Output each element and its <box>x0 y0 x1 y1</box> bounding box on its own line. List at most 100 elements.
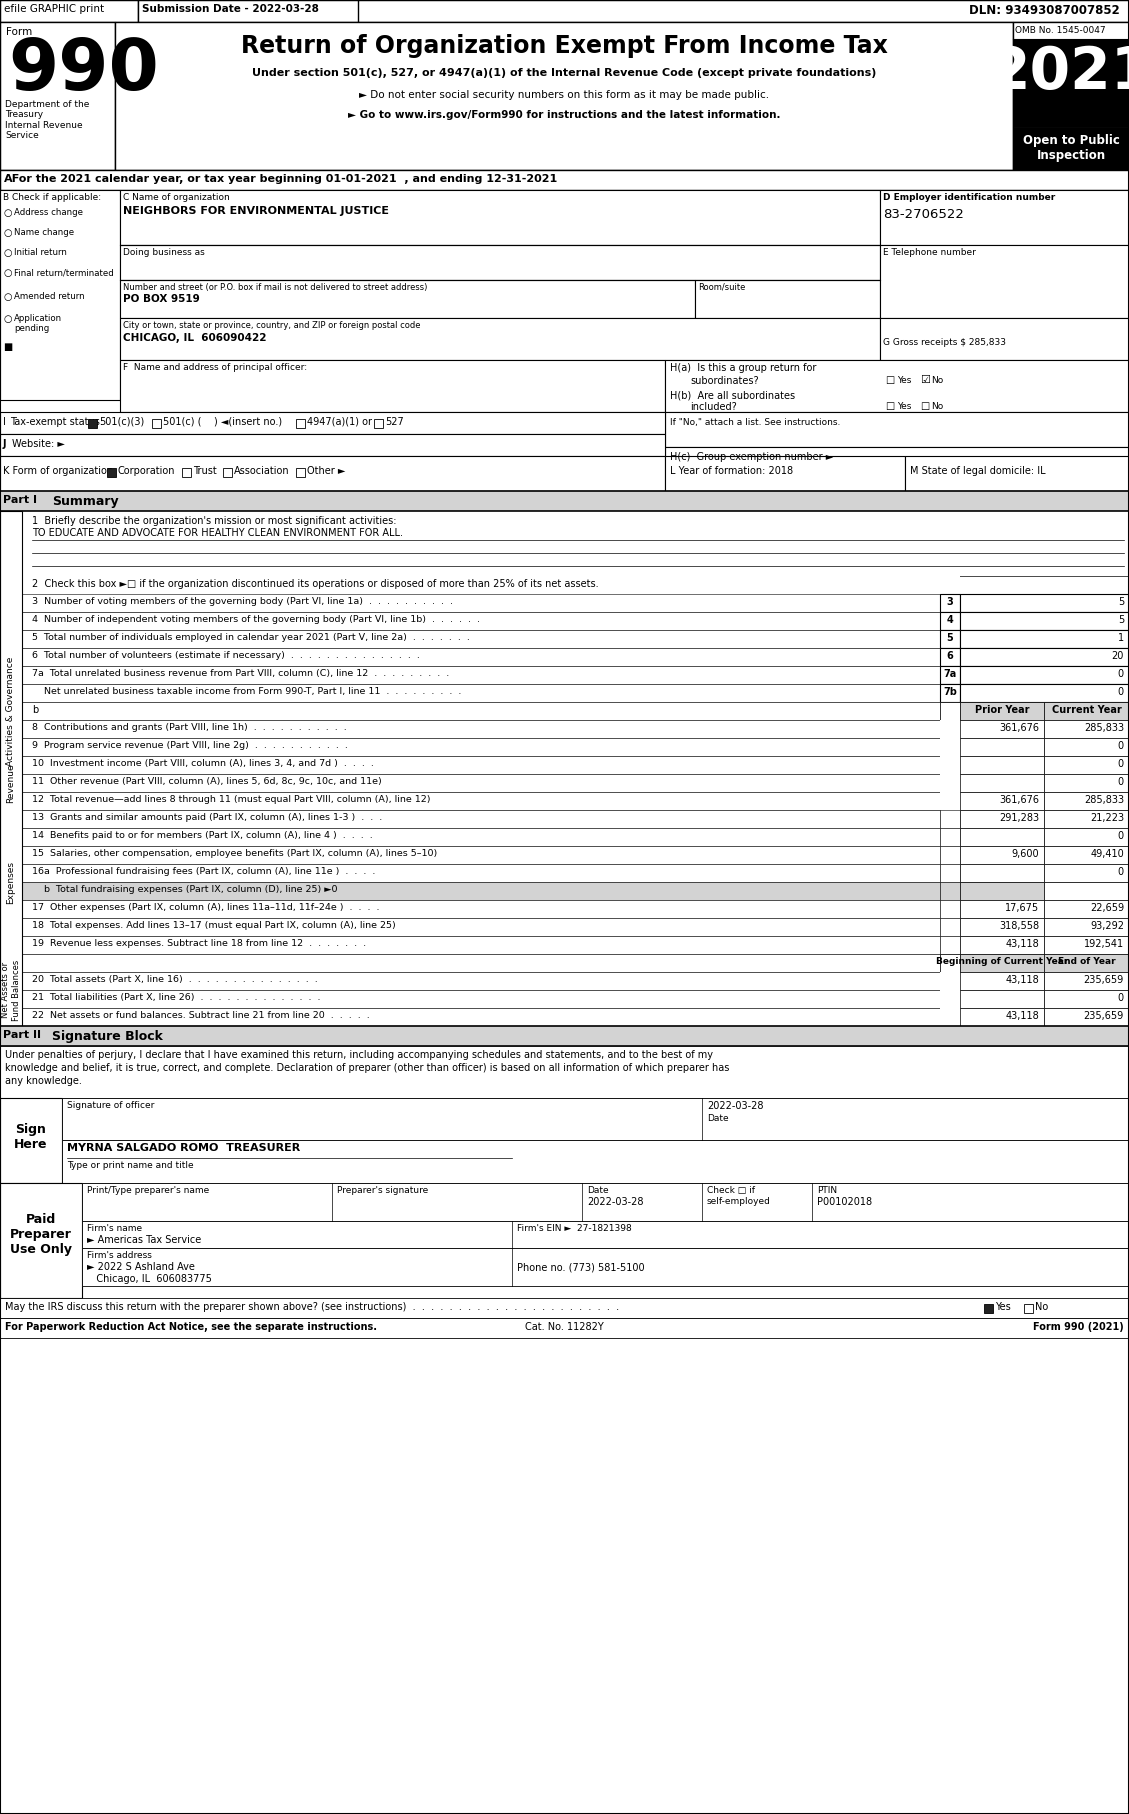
Bar <box>960 629 1129 648</box>
Bar <box>1044 827 1129 845</box>
Bar <box>960 936 1044 954</box>
Bar <box>21 827 940 845</box>
Text: No: No <box>931 375 943 385</box>
Bar <box>960 972 1044 990</box>
Text: 10  Investment income (Part VIII, column (A), lines 3, 4, and 7d )  .  .  .  .: 10 Investment income (Part VIII, column … <box>32 758 374 767</box>
Bar <box>21 593 940 611</box>
Bar <box>960 702 1044 720</box>
Text: MYRNA SALGADO ROMO  TREASURER: MYRNA SALGADO ROMO TREASURER <box>67 1143 300 1154</box>
Text: E Telephone number: E Telephone number <box>883 249 975 258</box>
Text: 43,118: 43,118 <box>1005 940 1039 949</box>
Bar <box>940 702 960 720</box>
Bar <box>940 1009 960 1027</box>
Bar <box>21 863 940 882</box>
Bar <box>879 317 1129 359</box>
Text: P00102018: P00102018 <box>817 1197 872 1206</box>
Text: I: I <box>3 417 6 426</box>
Text: 0: 0 <box>1118 669 1124 678</box>
Bar <box>665 412 1129 446</box>
Bar <box>120 359 665 412</box>
Text: 15  Salaries, other compensation, employee benefits (Part IX, column (A), lines : 15 Salaries, other compensation, employe… <box>32 849 437 858</box>
Text: Current Year: Current Year <box>1051 706 1121 715</box>
Text: 0: 0 <box>1118 776 1124 787</box>
Text: Sign
Here: Sign Here <box>15 1123 47 1152</box>
Text: ○: ○ <box>3 292 11 301</box>
Text: 527: 527 <box>385 417 404 426</box>
Text: Net Assets or
Fund Balances: Net Assets or Fund Balances <box>1 960 20 1021</box>
Text: 17  Other expenses (Part IX, column (A), lines 11a–11d, 11f–24e )  .  .  .  .: 17 Other expenses (Part IX, column (A), … <box>32 903 379 912</box>
Bar <box>960 775 1044 793</box>
Text: 7a  Total unrelated business revenue from Part VIII, column (C), line 12  .  .  : 7a Total unrelated business revenue from… <box>32 669 449 678</box>
Text: 43,118: 43,118 <box>1005 974 1039 985</box>
Text: G Gross receipts $ 285,833: G Gross receipts $ 285,833 <box>883 337 1006 346</box>
Text: Print/Type preparer's name: Print/Type preparer's name <box>87 1186 209 1195</box>
Bar <box>1044 900 1129 918</box>
Bar <box>940 990 960 1009</box>
Text: 16a  Professional fundraising fees (Part IX, column (A), line 11e )  .  .  .  .: 16a Professional fundraising fees (Part … <box>32 867 375 876</box>
Text: Association: Association <box>234 466 290 475</box>
Text: 11  Other revenue (Part VIII, column (A), lines 5, 6d, 8c, 9c, 10c, and 11e): 11 Other revenue (Part VIII, column (A),… <box>32 776 382 785</box>
Text: H(a)  Is this a group return for: H(a) Is this a group return for <box>669 363 816 374</box>
Bar <box>0 512 21 1027</box>
Bar <box>0 492 1129 512</box>
Text: D Employer identification number: D Employer identification number <box>883 192 1056 201</box>
Bar <box>960 648 1129 666</box>
Text: Department of the
Treasury
Internal Revenue
Service: Department of the Treasury Internal Reve… <box>5 100 89 140</box>
Text: 20  Total assets (Part X, line 16)  .  .  .  .  .  .  .  .  .  .  .  .  .  .  .: 20 Total assets (Part X, line 16) . . . … <box>32 974 317 983</box>
Bar <box>88 419 97 428</box>
Text: Under penalties of perjury, I declare that I have examined this return, includin: Under penalties of perjury, I declare th… <box>5 1050 714 1059</box>
Text: ► 2022 S Ashland Ave: ► 2022 S Ashland Ave <box>87 1263 195 1272</box>
Text: L Year of formation: 2018: L Year of formation: 2018 <box>669 466 794 475</box>
Bar <box>960 845 1044 863</box>
Text: Other ►: Other ► <box>307 466 345 475</box>
Text: 361,676: 361,676 <box>999 724 1039 733</box>
Bar <box>940 756 960 775</box>
Text: H(c)  Group exemption number ►: H(c) Group exemption number ► <box>669 452 833 463</box>
Text: 0: 0 <box>1118 831 1124 842</box>
Text: 20: 20 <box>1112 651 1124 660</box>
Text: PO BOX 9519: PO BOX 9519 <box>123 294 200 305</box>
Bar <box>1044 990 1129 1009</box>
Text: 14  Benefits paid to or for members (Part IX, column (A), line 4 )  .  .  .  .: 14 Benefits paid to or for members (Part… <box>32 831 373 840</box>
Bar <box>960 684 1129 702</box>
Text: 21  Total liabilities (Part X, line 26)  .  .  .  .  .  .  .  .  .  .  .  .  .  : 21 Total liabilities (Part X, line 26) .… <box>32 992 321 1001</box>
Text: 6: 6 <box>946 651 953 660</box>
Text: included?: included? <box>690 403 737 412</box>
Bar <box>21 900 940 918</box>
Text: Doing business as: Doing business as <box>123 249 204 258</box>
Text: 2  Check this box ►□ if the organization discontinued its operations or disposed: 2 Check this box ►□ if the organization … <box>32 579 598 590</box>
Bar <box>120 190 879 245</box>
Bar <box>940 845 960 863</box>
Bar <box>21 918 940 936</box>
Bar <box>120 279 695 317</box>
Text: 7a: 7a <box>944 669 956 678</box>
Bar <box>905 455 1129 492</box>
Bar <box>984 1304 994 1313</box>
Text: □: □ <box>885 375 894 385</box>
Bar <box>182 468 191 477</box>
Bar <box>960 611 1129 629</box>
Text: 0: 0 <box>1118 688 1124 697</box>
Bar <box>1044 775 1129 793</box>
Text: efile GRAPHIC print: efile GRAPHIC print <box>5 4 104 15</box>
Bar <box>940 684 960 702</box>
Text: 83-2706522: 83-2706522 <box>883 209 964 221</box>
Text: Return of Organization Exempt From Income Tax: Return of Organization Exempt From Incom… <box>240 34 887 58</box>
Text: Net unrelated business taxable income from Form 990-T, Part I, line 11  .  .  . : Net unrelated business taxable income fr… <box>32 688 462 697</box>
Bar <box>138 0 358 22</box>
Bar <box>879 190 1129 245</box>
Bar <box>0 1097 62 1183</box>
Text: B Check if applicable:: B Check if applicable: <box>3 192 102 201</box>
Text: Preparer's signature: Preparer's signature <box>336 1186 428 1195</box>
Text: 13  Grants and similar amounts paid (Part IX, column (A), lines 1-3 )  .  .  .: 13 Grants and similar amounts paid (Part… <box>32 813 383 822</box>
Text: Date: Date <box>587 1186 609 1195</box>
Bar <box>1044 936 1129 954</box>
Bar <box>21 738 940 756</box>
Text: May the IRS discuss this return with the preparer shown above? (see instructions: May the IRS discuss this return with the… <box>5 1302 619 1312</box>
Text: 12  Total revenue—add lines 8 through 11 (must equal Part VIII, column (A), line: 12 Total revenue—add lines 8 through 11 … <box>32 795 430 804</box>
Text: OMB No. 1545-0047: OMB No. 1545-0047 <box>1015 25 1105 34</box>
Bar <box>960 863 1044 882</box>
Text: 291,283: 291,283 <box>999 813 1039 824</box>
Text: 4947(a)(1) or: 4947(a)(1) or <box>307 417 371 426</box>
Bar <box>0 434 665 455</box>
